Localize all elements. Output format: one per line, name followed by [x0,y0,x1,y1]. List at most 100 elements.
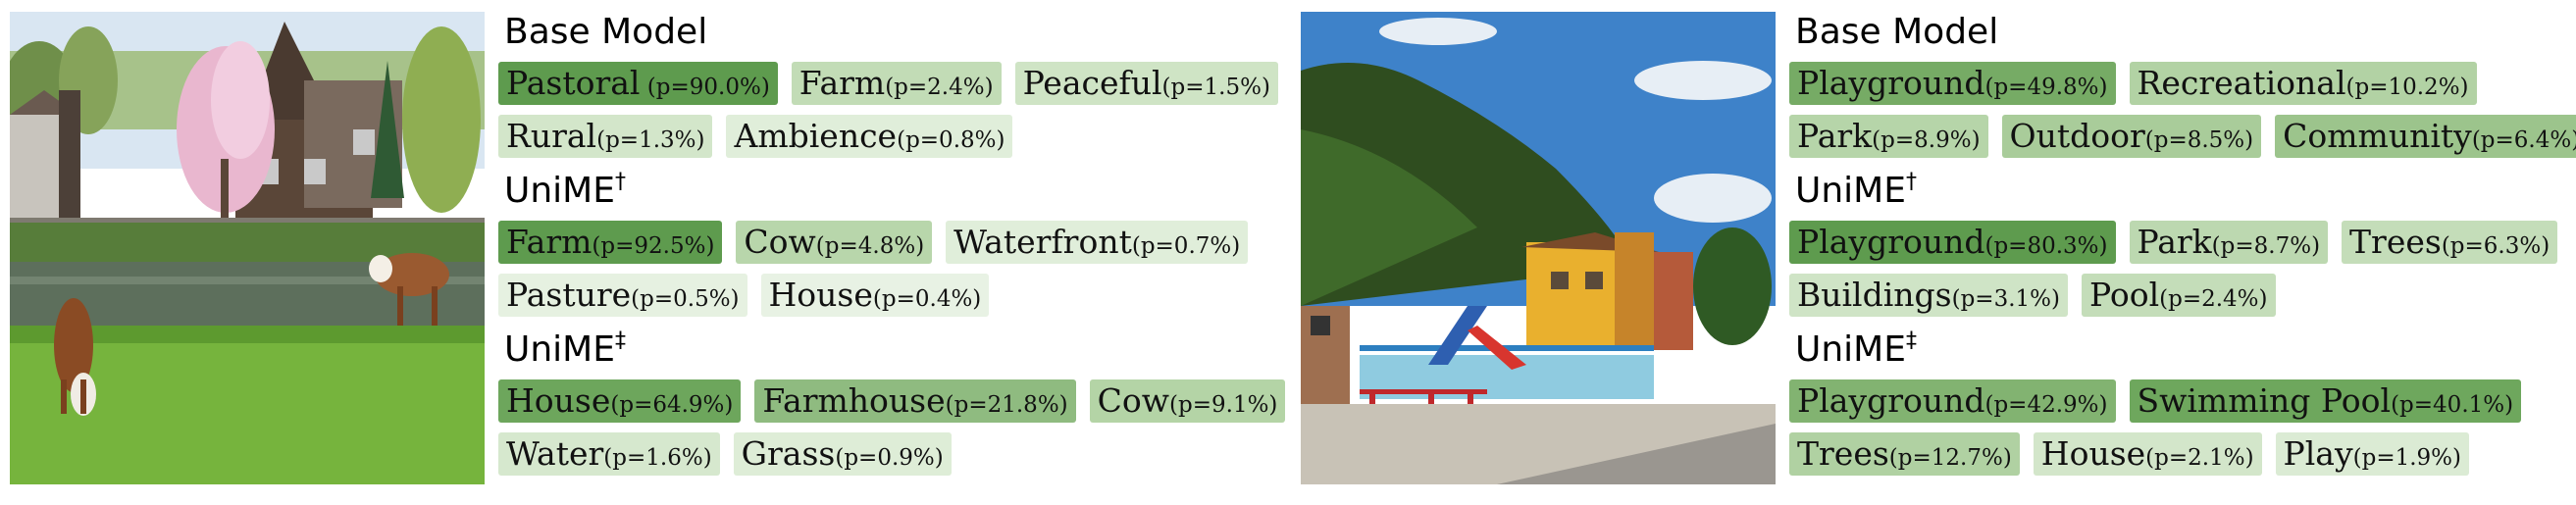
prediction-tag: Playground (p=42.9%) [1789,379,2116,423]
tag-probability: (p=92.5%) [592,233,715,259]
tag-label: Outdoor [2009,117,2145,155]
tag-label: Peaceful [1022,64,1162,102]
section-heading: Base Model [504,10,1273,55]
tag-row: House (p=64.9%) Farmhouse (p=21.8%) Cow (p=9.… [498,375,1286,428]
tag-probability: (p=8.9%) [1872,127,1981,153]
prediction-tag: Outdoor (p=8.5%) [2001,115,2262,158]
tag-row: Playground (p=42.9%) Swimming Pool (p=40.1%… [1789,375,2564,428]
tag-probability: (p=6.3%) [2441,233,2550,259]
prediction-tag: Water (p=1.6%) [498,432,720,476]
tag-probability: (p=42.9%) [1984,392,2108,418]
prediction-tag: Farm (p=92.5%) [498,221,723,264]
tag-row: Playground (p=49.8%) Recreational (p=10.2%) [1789,57,2564,110]
tag-label: Park [1797,117,1873,155]
tag-row: Rural (p=1.3%) Ambience (p=0.8%) [498,110,1273,163]
tag-probability: (p=0.9%) [835,445,944,471]
prediction-tag: Cow (p=9.1%) [1089,379,1286,423]
prediction-tag: Pasture (p=0.5%) [498,274,747,317]
tag-probability: (p=3.1%) [1951,286,2060,312]
prediction-tag: Ambience (p=0.8%) [726,115,1013,158]
tag-label: Play [2283,434,2353,473]
farm-illustration [10,12,485,484]
tag-label: Water [506,434,604,473]
section-heading: UniME† [504,169,1273,214]
prediction-tag: Buildings (p=3.1%) [1789,274,2068,317]
tag-row: Pasture (p=0.5%) House (p=0.4%) [498,269,1273,322]
tag-row: Pastoral (p=90.0%) Farm (p=2.4%) Peaceful (p… [498,57,1278,110]
prediction-tag: House (p=64.9%) [498,379,742,423]
prediction-tag: House (p=0.4%) [760,274,990,317]
section-title: Base Model [1795,12,1999,52]
tag-label: Rural [506,117,597,155]
prediction-tag: Trees (p=12.7%) [1789,432,2020,476]
tag-probability: (p=40.1%) [2391,392,2514,418]
tag-probability: (p=1.9%) [2352,445,2461,471]
tag-label: Farm [506,223,592,261]
tag-label: Farmhouse [762,381,946,420]
tag-probability: (p=6.4%) [2471,127,2576,153]
tag-label: Ambience [734,117,898,155]
tag-probability: (p=0.7%) [1131,233,1241,259]
section-title: UniME [504,171,615,211]
prediction-tag: Swimming Pool (p=40.1%) [2129,379,2522,423]
tag-label: Buildings [1797,276,1952,314]
tag-probability: (p=90.0%) [640,75,770,100]
prediction-tag: Pool (p=2.4%) [2081,274,2276,317]
prediction-tag: Park (p=8.9%) [1789,115,1988,158]
tag-row: Trees (p=12.7%) House (p=2.1%) Play (p=1.9%) [1789,428,2564,480]
prediction-tag: Playground (p=80.3%) [1789,221,2116,264]
tag-label: Grass [741,434,836,473]
tag-label: Park [2137,223,2212,261]
tag-probability: (p=2.4%) [2159,286,2268,312]
tag-probability: (p=2.4%) [885,75,994,100]
tag-row: Playground (p=80.3%) Park (p=8.7%) Trees (p=6… [1789,216,2564,269]
prediction-tag: Playground (p=49.8%) [1789,62,2116,105]
tag-label: Community [2283,117,2472,155]
prediction-tag: Cow (p=4.8%) [736,221,933,264]
section-heading: UniME‡ [504,328,1273,373]
tag-label: Pool [2088,276,2160,314]
section-title: UniME [504,329,615,370]
section-title: UniME [1795,171,1906,211]
prediction-tag: Farmhouse (p=21.8%) [754,379,1076,423]
tag-probability: (p=2.1%) [2145,445,2254,471]
prediction-tag: Community (p=6.4%) [2275,115,2576,158]
tag-row: Park (p=8.9%) Outdoor (p=8.5%) Community (p=6… [1789,110,2576,163]
tag-label: Recreational [2137,64,2346,102]
playground-illustration [1301,12,1776,484]
tag-label: Pasture [506,276,632,314]
section-heading: UniME‡ [1795,328,2564,373]
tag-label: Trees [1797,434,1889,473]
tag-label: Waterfront [953,223,1132,261]
prediction-tag: Grass (p=0.9%) [733,432,952,476]
tag-label: Swimming Pool [2137,381,2392,420]
tag-label: House [2040,434,2146,473]
tag-probability: (p=10.2%) [2345,75,2469,100]
tag-probability: (p=1.5%) [1161,75,1270,100]
section-title: UniME [1795,329,1906,370]
left-prediction-panel: Base Model Pastoral (p=90.0%) Farm (p=2.4%)… [498,10,1286,480]
right-prediction-panel: Base Model Playground (p=49.8%) Recreationa… [1789,10,2576,480]
tag-probability: (p=0.8%) [897,127,1005,153]
prediction-tag: Play (p=1.9%) [2275,432,2469,476]
section-heading: UniME† [1795,169,2564,214]
tag-probability: (p=8.7%) [2211,233,2321,259]
tag-label: Playground [1797,381,1985,420]
tag-probability: (p=80.3%) [1984,233,2108,259]
section-title-sup: ‡ [614,328,626,353]
prediction-tag: Peaceful (p=1.5%) [1014,62,1278,105]
tag-probability: (p=49.8%) [1984,75,2108,100]
farm-photo [10,12,485,484]
tag-probability: (p=9.1%) [1169,392,1278,418]
prediction-tag: Park (p=8.7%) [2129,221,2329,264]
tag-label: Playground [1797,64,1985,102]
section-title: Base Model [504,12,708,52]
prediction-tag: Farm (p=2.4%) [791,62,1002,105]
tag-label: House [768,276,873,314]
section-title-sup: † [1905,170,1917,194]
prediction-tag: Waterfront (p=0.7%) [946,221,1249,264]
prediction-tag: House (p=2.1%) [2033,432,2262,476]
tag-label: Trees [2349,223,2442,261]
tag-probability: (p=8.5%) [2144,127,2254,153]
tag-label: Pastoral [506,64,641,102]
